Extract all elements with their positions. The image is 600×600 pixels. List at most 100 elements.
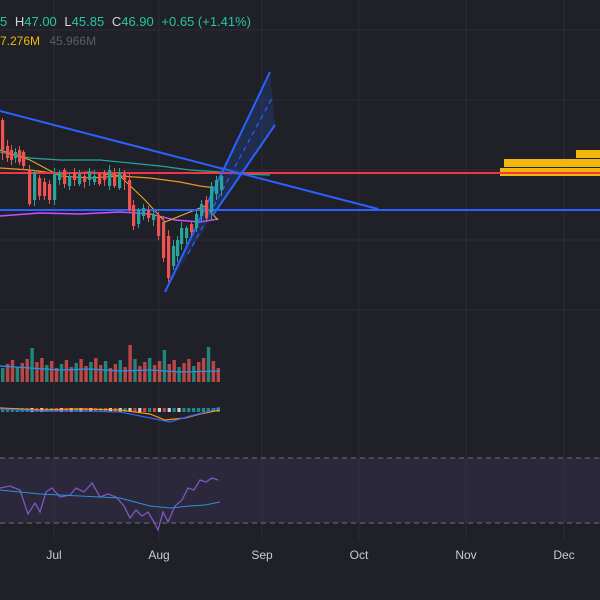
candle-body: [6, 146, 10, 158]
volume-bar: [84, 366, 88, 382]
volume-bar: [206, 347, 211, 382]
volume-ma-value: 45.966M: [49, 34, 97, 48]
month-label-sep: Sep: [251, 548, 273, 562]
candle-body: [68, 176, 72, 186]
volume-bar: [94, 358, 98, 382]
rsi-average-line: [0, 489, 221, 509]
volume-bar: [10, 360, 15, 382]
open-value: 5: [0, 14, 8, 29]
candle-body: [63, 170, 67, 184]
candle-body: [18, 150, 22, 162]
candle-body: [98, 174, 102, 184]
volume-bar: [40, 358, 44, 382]
candle-body: [137, 210, 141, 224]
volume-bar: [30, 348, 34, 382]
candle-body: [190, 224, 194, 232]
macd-histogram-bar: [1, 408, 5, 412]
candle-body: [43, 182, 47, 196]
volume-bar: [152, 365, 157, 382]
macd-histogram-bar: [143, 408, 147, 412]
macd-histogram-bar: [197, 408, 201, 412]
month-label-aug: Aug: [148, 548, 170, 562]
volume-bar: [5, 364, 10, 382]
moving-average-line: [0, 167, 216, 189]
macd-histogram-bar: [177, 408, 181, 412]
macd-histogram-bar: [148, 408, 152, 412]
volume-bar: [50, 361, 54, 382]
volume-bar: [25, 359, 29, 382]
candle-body: [180, 228, 184, 244]
candle-body: [176, 240, 180, 256]
low-key: L: [64, 14, 72, 29]
macd-histogram-bar: [157, 408, 161, 412]
close-value: 46.90: [121, 14, 154, 29]
candle-body: [10, 150, 14, 160]
volume-bar: [157, 361, 162, 382]
volume-bar: [59, 364, 64, 382]
high-key: H: [14, 14, 25, 29]
candle-body: [215, 180, 219, 194]
candle-body: [220, 176, 224, 190]
candle-body: [78, 174, 82, 184]
volume-bar: [108, 368, 113, 382]
macd-histogram-bar: [64, 408, 68, 412]
candle-body: [185, 228, 189, 238]
volume-bar: [54, 368, 59, 382]
macd-histogram-bar: [138, 408, 142, 412]
candle-body: [1, 120, 5, 150]
volume-bar: [35, 362, 39, 382]
candle-body: [58, 172, 62, 180]
candle-body: [200, 204, 204, 216]
change-value: +0.65 (+1.41%): [161, 14, 252, 29]
candle-body: [103, 172, 107, 180]
volume-bar: [89, 362, 93, 382]
candle-body: [167, 236, 171, 278]
macd-histogram-bar: [123, 408, 127, 412]
volume-bar: [172, 360, 176, 382]
candle-body: [108, 170, 112, 186]
macd-line: [0, 406, 221, 423]
volume-bar: [138, 366, 142, 382]
volume-bar: [123, 367, 127, 382]
candle-body: [38, 178, 42, 196]
rsi-band: [0, 458, 600, 523]
volume-bar: [1, 368, 5, 382]
candle-body: [210, 186, 214, 212]
candle-body: [172, 246, 176, 266]
close-key: C: [111, 14, 122, 29]
macd-histogram-bar: [128, 408, 132, 412]
low-value: 45.85: [71, 14, 105, 29]
candle-body: [118, 172, 122, 188]
macd-histogram-bar: [182, 408, 186, 412]
candle-body: [132, 205, 136, 226]
macd-histogram-bar: [5, 408, 10, 412]
macd-histogram-bar: [74, 408, 78, 412]
macd-histogram-bar: [162, 408, 166, 412]
volume-bar: [99, 365, 103, 382]
macd-histogram-bar: [192, 408, 196, 412]
volume-bar: [162, 350, 167, 382]
month-label-jul: Jul: [46, 548, 62, 562]
candle-body: [123, 174, 127, 180]
volume-bar: [45, 365, 49, 382]
volume-bar: [69, 367, 73, 382]
volume-bar: [167, 364, 171, 382]
macd-histogram-bar: [79, 408, 83, 412]
macd-histogram-bar: [89, 408, 93, 412]
volume-average-line: [0, 365, 221, 373]
candle-body: [113, 174, 117, 186]
rsi-line: [0, 477, 219, 532]
volume-bar: [113, 364, 118, 382]
candle-body: [14, 152, 18, 158]
trendline-descending: [0, 110, 379, 210]
candle-body: [128, 180, 132, 210]
candle-body: [83, 176, 87, 182]
volume-bar: [103, 361, 108, 382]
candle-body: [73, 172, 77, 180]
candle-body: [28, 170, 32, 204]
candle-body: [88, 172, 92, 180]
macd-histogram-bar: [187, 408, 191, 412]
volume-bar: [192, 366, 196, 382]
